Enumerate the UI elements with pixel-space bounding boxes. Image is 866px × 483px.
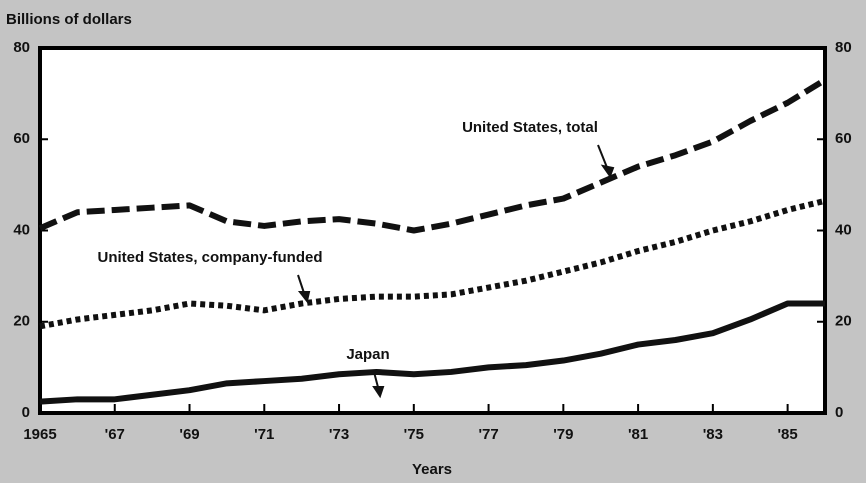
arrowhead [372,386,385,399]
y-tick-label: 20 [13,313,30,330]
x-tick-label: '79 [553,426,573,443]
series-line [39,300,825,405]
x-tick-label: '81 [628,426,648,443]
y-tick-label-right: 60 [835,130,852,147]
x-tick-label: '71 [254,426,274,443]
annotation: Japan [346,346,389,363]
y-tick-label-right: 0 [835,404,843,421]
y-tick-label: 80 [13,39,30,56]
y-tick-label-right: 80 [835,39,852,56]
x-tick-label: '85 [777,426,797,443]
annotation: United States, company-funded [97,249,322,266]
y-tick-label: 0 [22,404,30,421]
x-tick-label: '69 [179,426,199,443]
arrowhead [600,164,615,179]
x-tick-label: '75 [404,426,424,443]
plot-area [38,46,827,415]
x-tick-label: '73 [329,426,349,443]
y-tick-label-right: 40 [835,221,852,238]
y-tick-label-right: 20 [835,313,852,330]
y-tick-label: 60 [13,130,30,147]
y-axis-title: Billions of dollars [6,11,132,28]
y-tick-label: 40 [13,221,30,238]
x-tick-label: 1965 [23,426,56,443]
series-line [38,77,827,234]
x-tick-label: '67 [105,426,125,443]
arrowhead [297,291,311,304]
x-axis-title: Years [412,461,452,478]
arrows [297,144,615,399]
x-tick-label: '77 [478,426,498,443]
annotation: United States, total [462,119,598,136]
x-tick-label: '83 [703,426,723,443]
